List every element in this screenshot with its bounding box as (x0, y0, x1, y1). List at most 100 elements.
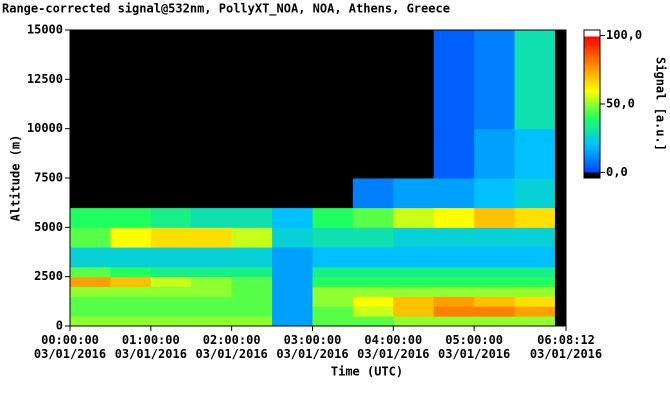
colorbar-swatch (584, 62, 600, 65)
colorbar-swatch (584, 136, 600, 139)
heatmap-cell (272, 178, 313, 209)
colorbar-tick-label: 0,0 (606, 165, 628, 179)
x-tick-label: 03:00:00 03/01/2016 (276, 333, 348, 361)
colorbar-swatch (584, 50, 600, 53)
heatmap-cell (231, 128, 273, 179)
heatmap-cell (110, 316, 152, 327)
heatmap-cell (474, 316, 516, 327)
y-tick-label: 5000 (34, 220, 63, 234)
heatmap-cell (433, 266, 475, 278)
heatmap-cell (554, 30, 567, 130)
heatmap-cell (191, 276, 233, 288)
heatmap-cell (514, 178, 556, 209)
heatmap-cell (352, 306, 394, 317)
colorbar-swatch (584, 74, 600, 77)
colorbar-swatch (584, 70, 600, 73)
heatmap-cell (433, 247, 475, 268)
heatmap-cell (70, 286, 111, 297)
heatmap-cell (70, 207, 111, 228)
heatmap-cell (70, 266, 111, 278)
heatmap-cell (312, 207, 354, 228)
heatmap-cell (150, 296, 192, 307)
heatmap-cell (474, 30, 516, 130)
heatmap-cell (352, 247, 394, 268)
colorbar-swatch (584, 40, 600, 43)
y-axis-label: Altitude (m) (9, 135, 23, 222)
colorbar-swatch (584, 140, 600, 143)
heatmap-cell (554, 266, 567, 278)
colorbar-swatch (584, 124, 600, 127)
colorbar-swatch (584, 126, 600, 129)
heatmap-cell (554, 296, 567, 307)
heatmap-cell (70, 227, 111, 248)
colorbar-swatch (584, 104, 600, 107)
colorbar-swatch (584, 78, 600, 81)
heatmap-cell (110, 247, 152, 268)
x-tick-label: 01:00:00 03/01/2016 (115, 333, 187, 361)
heatmap-cell (474, 247, 516, 268)
colorbar-swatch (584, 66, 600, 69)
colorbar-swatch (584, 160, 600, 163)
heatmap-cell (231, 296, 273, 307)
colorbar-swatch (584, 86, 600, 89)
colorbar-swatch (584, 38, 600, 41)
colorbar-swatch (584, 118, 600, 121)
heatmap-cell (110, 30, 152, 130)
colorbar-swatch (584, 134, 600, 137)
heatmap-cell (110, 207, 152, 228)
colorbar-swatch (584, 150, 600, 153)
colorbar-swatch (584, 164, 600, 167)
colorbar-swatch (584, 34, 600, 37)
heatmap-cell (554, 247, 567, 268)
colorbar-swatch (584, 102, 600, 105)
colorbar-swatch (584, 58, 600, 61)
heatmap-cell (393, 207, 435, 228)
heatmap-cell (110, 306, 152, 317)
heatmap-cell (514, 296, 556, 307)
heatmap-cell (150, 286, 192, 297)
heatmap-cell (433, 207, 475, 228)
heatmap-cell (191, 207, 233, 228)
heatmap-cell (352, 286, 394, 297)
heatmap-cell (433, 306, 475, 317)
colorbar-swatch (584, 122, 600, 125)
heatmap-cell (312, 276, 354, 288)
heatmap-cell (191, 296, 233, 307)
heatmap-cell (474, 296, 516, 307)
heatmap-cell (393, 296, 435, 307)
heatmap-cell (110, 286, 152, 297)
x-tick-label: 05:00:00 03/01/2016 (438, 333, 510, 361)
heatmap-cell (433, 30, 475, 130)
heatmap-cell (474, 276, 516, 288)
heatmap-cell (312, 227, 354, 248)
colorbar-swatch (584, 156, 600, 159)
heatmap-cell (191, 306, 233, 317)
heatmap-cell (191, 316, 233, 327)
colorbar-swatch (584, 170, 600, 173)
colorbar-swatch (584, 76, 600, 79)
colorbar-swatch (584, 30, 600, 33)
heatmap-cell (352, 266, 394, 278)
heatmap-cell (231, 306, 273, 317)
heatmap-cell (312, 306, 354, 317)
heatmap-cell (272, 316, 313, 327)
heatmap-cell (352, 276, 394, 288)
colorbar-swatch (584, 42, 600, 45)
colorbar-swatch (584, 114, 600, 117)
heatmap-cell (70, 296, 111, 307)
heatmap-cell (554, 276, 567, 288)
heatmap-cell (312, 178, 354, 209)
heatmap-cell (191, 266, 233, 278)
heatmap-cell (150, 316, 192, 327)
colorbar-swatch (584, 168, 600, 171)
colorbar-swatch (584, 128, 600, 131)
heatmap-cell (554, 286, 567, 297)
y-tick-label: 2500 (34, 269, 63, 283)
colorbar-swatch (584, 112, 600, 115)
colorbar-swatch (584, 152, 600, 155)
heatmap-cell (272, 30, 313, 130)
heatmap-cell (272, 286, 313, 297)
colorbar-swatch (584, 72, 600, 75)
heatmap-cell (393, 276, 435, 288)
